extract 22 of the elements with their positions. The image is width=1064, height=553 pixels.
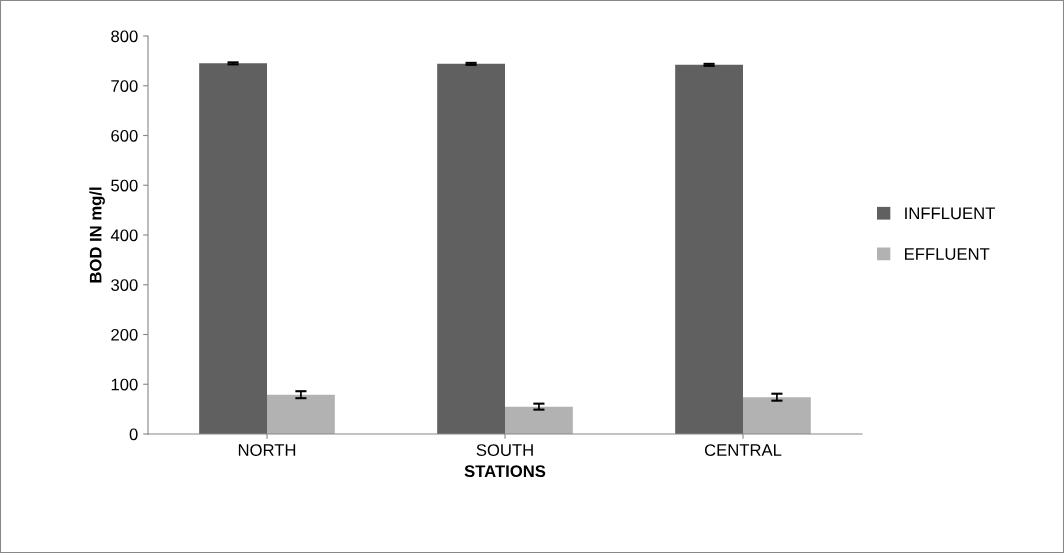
bar	[199, 63, 267, 434]
y-tick-label: 200	[111, 328, 138, 341]
y-tick-label: 100	[111, 378, 138, 391]
y-tick-label: 700	[111, 80, 138, 92]
bar	[743, 397, 811, 434]
bar	[437, 63, 505, 434]
y-tick-label: 0	[129, 428, 138, 441]
legend-label: INFFLUENT	[905, 207, 995, 220]
y-tick-label: 600	[111, 129, 138, 142]
y-tick-label: 300	[111, 279, 138, 291]
bar	[267, 394, 335, 434]
x-tick-label: NORTH	[238, 444, 296, 456]
x-tick-label: SOUTH	[476, 444, 533, 456]
y-tick-label: 500	[111, 179, 138, 192]
bar	[675, 64, 743, 434]
bar	[505, 406, 573, 434]
x-axis-title: STATIONS	[464, 465, 546, 478]
y-tick-label: 400	[110, 229, 138, 242]
x-tick-label: CENTRAL	[704, 444, 782, 456]
y-axis-title: BOD IN mg/l	[89, 187, 105, 283]
y-tick-label: 800	[111, 30, 138, 43]
legend-label: EFFLUENT	[905, 248, 990, 260]
